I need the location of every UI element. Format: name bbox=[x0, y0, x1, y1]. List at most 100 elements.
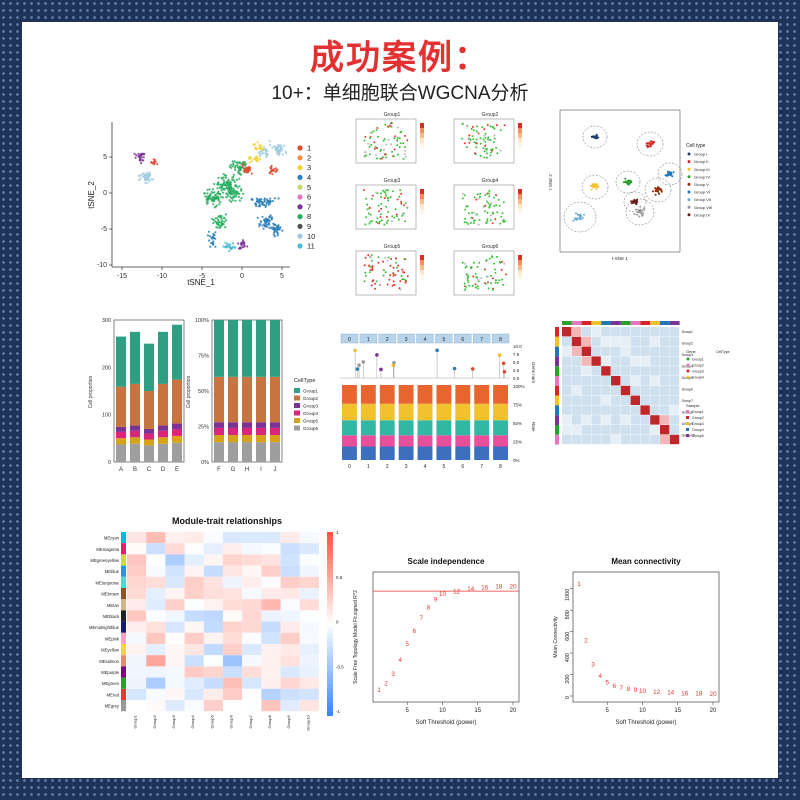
heat-cell bbox=[591, 327, 601, 337]
heat-cell bbox=[223, 644, 243, 656]
heat-cell bbox=[261, 677, 281, 689]
sample-legend-label: Group3 bbox=[692, 422, 704, 426]
tsne-point bbox=[214, 231, 217, 234]
feature-point bbox=[489, 154, 492, 157]
colorbar-step bbox=[518, 265, 522, 270]
feature-point bbox=[403, 204, 405, 207]
tsne-point bbox=[156, 162, 159, 166]
x-tick-label: 5 bbox=[442, 464, 445, 470]
heat-cell bbox=[223, 621, 243, 633]
heat-cell bbox=[601, 405, 611, 415]
y-tick-label: -10 bbox=[97, 262, 107, 269]
heat-cell bbox=[203, 532, 223, 544]
heat-cell bbox=[127, 565, 147, 577]
tsne-point bbox=[265, 223, 268, 226]
feature-point bbox=[496, 211, 499, 214]
row-label: MEpink bbox=[105, 636, 120, 641]
top-annotation bbox=[581, 321, 592, 325]
heat-cell bbox=[571, 376, 582, 386]
right-axis-tick: 0.0 bbox=[513, 376, 520, 381]
feature-point bbox=[392, 190, 395, 193]
feature-point bbox=[461, 261, 464, 264]
column-header bbox=[416, 333, 434, 344]
heat-cell bbox=[280, 610, 300, 622]
data-label: 10 bbox=[439, 591, 447, 598]
feature-point bbox=[377, 256, 380, 259]
celltype-point bbox=[640, 212, 643, 215]
rate-segment bbox=[398, 385, 414, 404]
feature-point bbox=[392, 266, 395, 269]
gene-legend-label: Group3 bbox=[692, 370, 704, 374]
row-label: MEmidnightblue bbox=[89, 625, 120, 630]
feature-point bbox=[399, 142, 402, 145]
heat-cell bbox=[242, 621, 262, 633]
legend-label: 3 bbox=[307, 163, 311, 172]
heat-cell bbox=[223, 610, 243, 622]
heat-cell bbox=[203, 554, 223, 566]
rate-segment bbox=[436, 403, 452, 421]
heat-cell bbox=[242, 543, 262, 555]
heat-cell bbox=[261, 565, 281, 577]
heat-cell bbox=[660, 366, 670, 376]
tsne-point bbox=[220, 215, 223, 218]
tsne-point bbox=[247, 166, 250, 169]
legend-title: Cell type bbox=[686, 143, 706, 149]
feature-point bbox=[383, 191, 386, 193]
rate-segment bbox=[417, 446, 433, 460]
heat-cell bbox=[601, 425, 611, 435]
tsne-point bbox=[215, 217, 218, 220]
tsne-point bbox=[267, 223, 270, 226]
heat-cell bbox=[630, 405, 640, 415]
heat-cell bbox=[581, 346, 591, 356]
y-tick-label: 0 bbox=[103, 190, 107, 197]
feature-point bbox=[377, 135, 380, 138]
bar-segment bbox=[241, 435, 253, 443]
tsne-point bbox=[219, 183, 222, 186]
heat-cell bbox=[280, 677, 300, 689]
feature-point bbox=[368, 256, 371, 258]
feature-point bbox=[488, 195, 491, 198]
heat-cell bbox=[299, 610, 319, 622]
row-label: MEbrown bbox=[101, 592, 119, 597]
tsne-point bbox=[268, 171, 272, 174]
tsne-point bbox=[240, 197, 243, 200]
heat-cell bbox=[165, 700, 185, 712]
heat-cell bbox=[562, 425, 572, 435]
feature-point bbox=[387, 256, 390, 259]
scale-step bbox=[327, 674, 333, 680]
tsne-point bbox=[228, 165, 231, 168]
rate-tick: 25% bbox=[513, 440, 522, 445]
heat-cell bbox=[571, 405, 582, 415]
celltype-point bbox=[649, 145, 652, 148]
module-color-swatch bbox=[121, 554, 126, 566]
feature-point bbox=[483, 128, 486, 131]
feature-point bbox=[405, 155, 407, 158]
bar-segment bbox=[227, 427, 239, 436]
celltype-point bbox=[595, 134, 598, 137]
feature-point bbox=[376, 157, 378, 160]
x-axis-label: Soft Threshold (power) bbox=[416, 720, 477, 726]
feature-point bbox=[485, 149, 488, 152]
feature-point bbox=[386, 259, 389, 262]
row-label: MEred bbox=[107, 692, 120, 697]
bar-segment bbox=[227, 320, 239, 377]
y-tick-label: 1000 bbox=[565, 589, 571, 601]
feature-point bbox=[464, 285, 467, 288]
feature-point bbox=[463, 194, 466, 197]
feature-point bbox=[474, 272, 477, 275]
row-label: MEgreenyellow bbox=[90, 558, 120, 563]
y-tick-label: 75% bbox=[198, 354, 209, 360]
tsne-point bbox=[236, 164, 239, 167]
legend-label: Group4 bbox=[303, 411, 319, 416]
feature-point bbox=[484, 144, 487, 147]
heat-cell bbox=[630, 385, 640, 396]
content-card: 成功案例： 10+：单细胞联合WGCNA分析 -15 -10 -5 0 5 5 0 -5 -10… bbox=[22, 22, 778, 778]
rate-tick: 100% bbox=[513, 384, 525, 389]
tsne-point bbox=[281, 149, 284, 152]
heat-cell bbox=[242, 588, 262, 600]
feature-point bbox=[379, 220, 381, 223]
feature-point bbox=[476, 265, 479, 268]
tsne-point bbox=[226, 187, 229, 190]
tsne-point bbox=[210, 241, 213, 245]
tsne-point bbox=[261, 201, 264, 204]
